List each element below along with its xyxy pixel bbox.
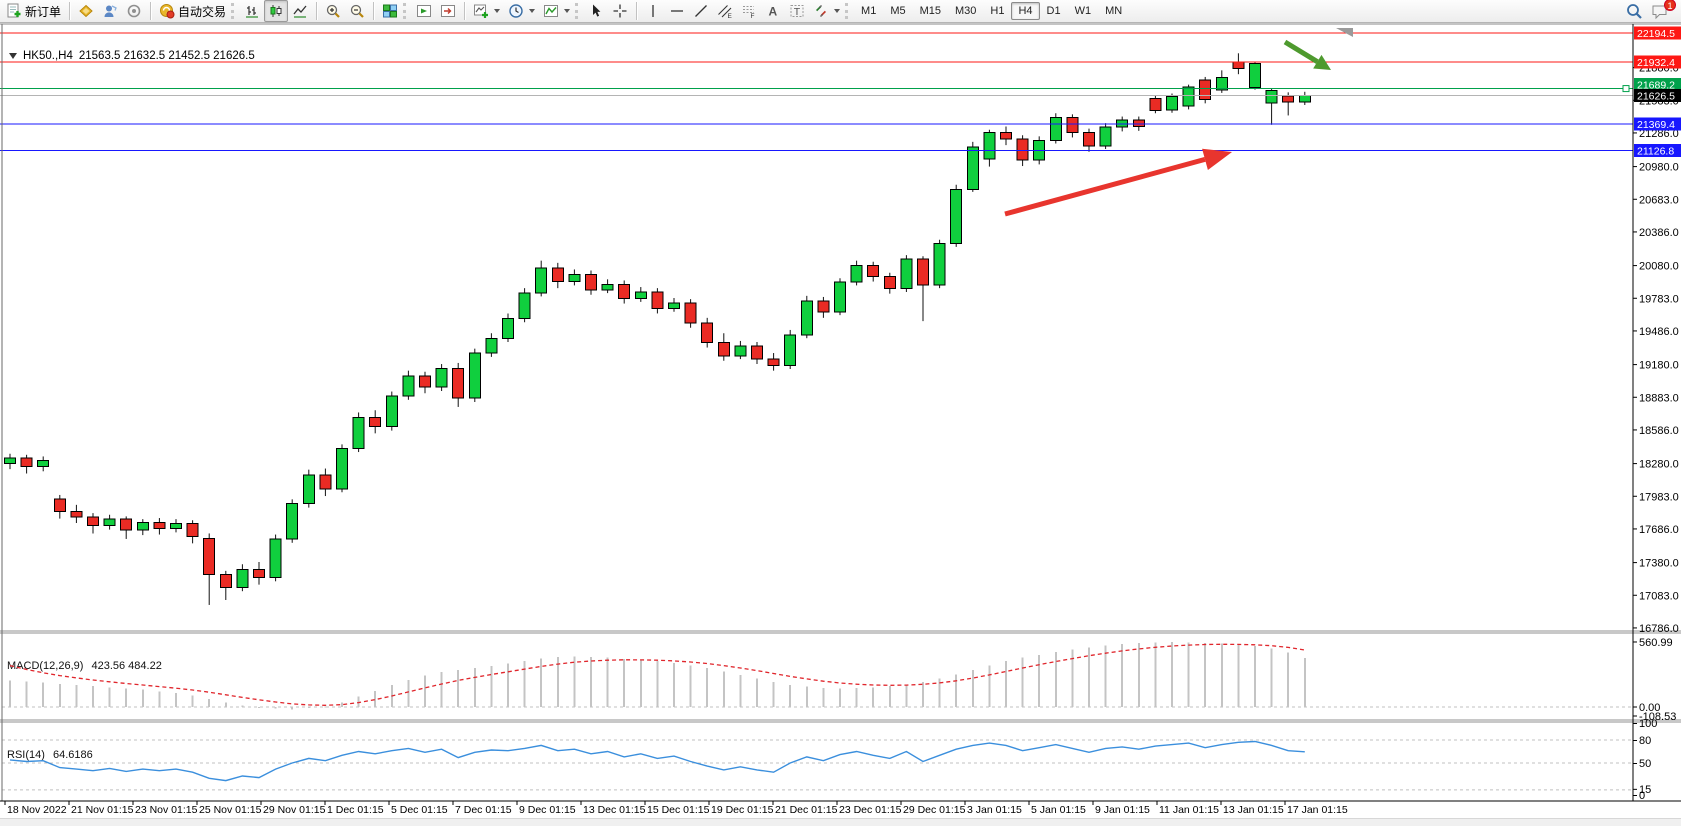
rsi-label: RSI(14) 64.6186	[7, 749, 98, 761]
new-order-icon	[7, 3, 21, 18]
symbol-period-label: HK50.,H4	[23, 50, 73, 62]
vertical-line-icon	[652, 5, 654, 17]
indicators-icon	[544, 5, 559, 17]
profile-icon	[104, 5, 117, 17]
trendline-button[interactable]	[689, 0, 713, 22]
new-order-button[interactable]: 新订单	[2, 0, 65, 22]
separator	[373, 2, 375, 20]
autotrading-icon	[160, 4, 175, 19]
horizontal-line-button[interactable]	[665, 0, 689, 22]
candlestick-chart-icon	[270, 5, 282, 17]
tile-windows-button[interactable]	[378, 0, 402, 22]
timeframe-m5[interactable]: M5	[890, 5, 906, 17]
toolbar: 新订单	[0, 0, 1681, 23]
fibonacci-button[interactable]: F	[737, 0, 761, 22]
chevron-down-icon	[529, 9, 536, 13]
signals-button[interactable]	[122, 0, 146, 22]
text-icon: A	[769, 5, 778, 19]
chevron-down-icon	[494, 9, 501, 13]
text-button[interactable]: A	[761, 0, 785, 22]
cursor-icon	[593, 4, 601, 17]
toolbar-grip[interactable]	[403, 3, 409, 19]
toolbar-grip[interactable]	[845, 3, 851, 19]
timeframe-w1[interactable]: W1	[1074, 5, 1092, 17]
timeframe-m1[interactable]: M1	[861, 5, 877, 17]
bar-chart-icon	[246, 6, 259, 18]
chevron-down-icon	[564, 9, 571, 13]
new-chart-button[interactable]	[469, 0, 504, 22]
separator	[150, 2, 152, 20]
zoom-out-icon	[350, 4, 364, 18]
autotrading-button[interactable]: 自动交易	[155, 0, 230, 22]
timeframe-h4[interactable]: H4	[1011, 2, 1040, 20]
chevron-down-icon	[834, 9, 841, 13]
vertical-line-button[interactable]	[641, 0, 665, 22]
trendline-icon	[695, 5, 707, 17]
text-label-button[interactable]: T	[785, 0, 809, 22]
text-label-icon: T	[790, 5, 804, 18]
rsi-name: RSI(14)	[7, 749, 45, 761]
search-icon	[1627, 4, 1642, 19]
auto-scroll-icon	[417, 5, 432, 17]
autotrading-label: 自动交易	[178, 4, 227, 19]
separator	[464, 2, 466, 20]
svg-text:F: F	[751, 13, 755, 19]
equidistant-channel-button[interactable]: E	[713, 0, 737, 22]
timeframe-m15[interactable]: M15	[919, 5, 941, 17]
arrows-icon	[816, 5, 827, 17]
chart-window: HK50.,H4 21563.5 21632.5 21452.5 21626.5…	[0, 23, 1681, 818]
arrows-button[interactable]	[809, 0, 844, 22]
separator	[69, 2, 71, 20]
new-order-label: 新订单	[25, 4, 62, 19]
one-click-trading-toggle[interactable]	[9, 53, 17, 59]
svg-text:A: A	[769, 5, 778, 19]
macd-label: MACD(12,26,9) 423.56 484.22	[7, 660, 167, 672]
svg-text:T: T	[794, 6, 801, 18]
line-chart-icon	[293, 5, 307, 18]
crosshair-button[interactable]	[608, 0, 632, 22]
candlestick-chart-button[interactable]	[264, 0, 289, 22]
equidistant-channel-icon: E	[718, 5, 733, 19]
tile-windows-icon	[383, 4, 398, 18]
timeframe-m30[interactable]: M30	[955, 5, 977, 17]
fibonacci-icon: F	[743, 6, 755, 19]
svg-text:E: E	[728, 13, 733, 19]
timeframe-mn[interactable]: MN	[1105, 5, 1123, 17]
periods-clock-button[interactable]	[504, 0, 539, 22]
ohlc-values: 21563.5 21632.5 21452.5 21626.5	[78, 50, 255, 62]
crosshair-icon	[613, 4, 627, 18]
auto-scroll-button[interactable]	[412, 0, 436, 22]
bar-chart-button[interactable]	[240, 0, 264, 22]
zoom-in-button[interactable]	[321, 0, 345, 22]
rsi-value: 64.6186	[52, 749, 93, 761]
chart-shift-icon	[441, 5, 456, 17]
horizontal-line-icon	[671, 10, 684, 12]
notification-badge: 1	[1664, 0, 1676, 11]
zoom-out-button[interactable]	[345, 0, 369, 22]
search-button[interactable]	[1621, 0, 1647, 22]
cursor-button[interactable]	[584, 0, 608, 22]
line-chart-button[interactable]	[288, 0, 312, 22]
symbol-title: HK50.,H4 21563.5 21632.5 21452.5 21626.5	[9, 50, 255, 62]
status-strip	[0, 818, 1681, 826]
chart-shift-button[interactable]	[436, 0, 460, 22]
profile-button[interactable]	[98, 0, 122, 22]
clock-icon	[509, 4, 523, 18]
separator	[636, 2, 638, 20]
toolbar-grip[interactable]	[575, 3, 581, 19]
separator	[316, 2, 318, 20]
signals-icon	[127, 4, 141, 18]
chat-button[interactable]: 1	[1647, 0, 1676, 22]
new-chart-icon	[474, 4, 489, 18]
indicators-button[interactable]	[539, 0, 574, 22]
zoom-in-icon	[326, 4, 340, 18]
timeframe-d1[interactable]: D1	[1046, 5, 1061, 17]
gold-icon	[79, 4, 93, 18]
timeframe-h1[interactable]: H1	[990, 5, 1005, 17]
gold-button[interactable]	[74, 0, 98, 22]
toolbar-grip[interactable]	[231, 3, 237, 19]
macd-name: MACD(12,26,9)	[7, 660, 84, 672]
macd-values: 423.56 484.22	[91, 660, 162, 672]
